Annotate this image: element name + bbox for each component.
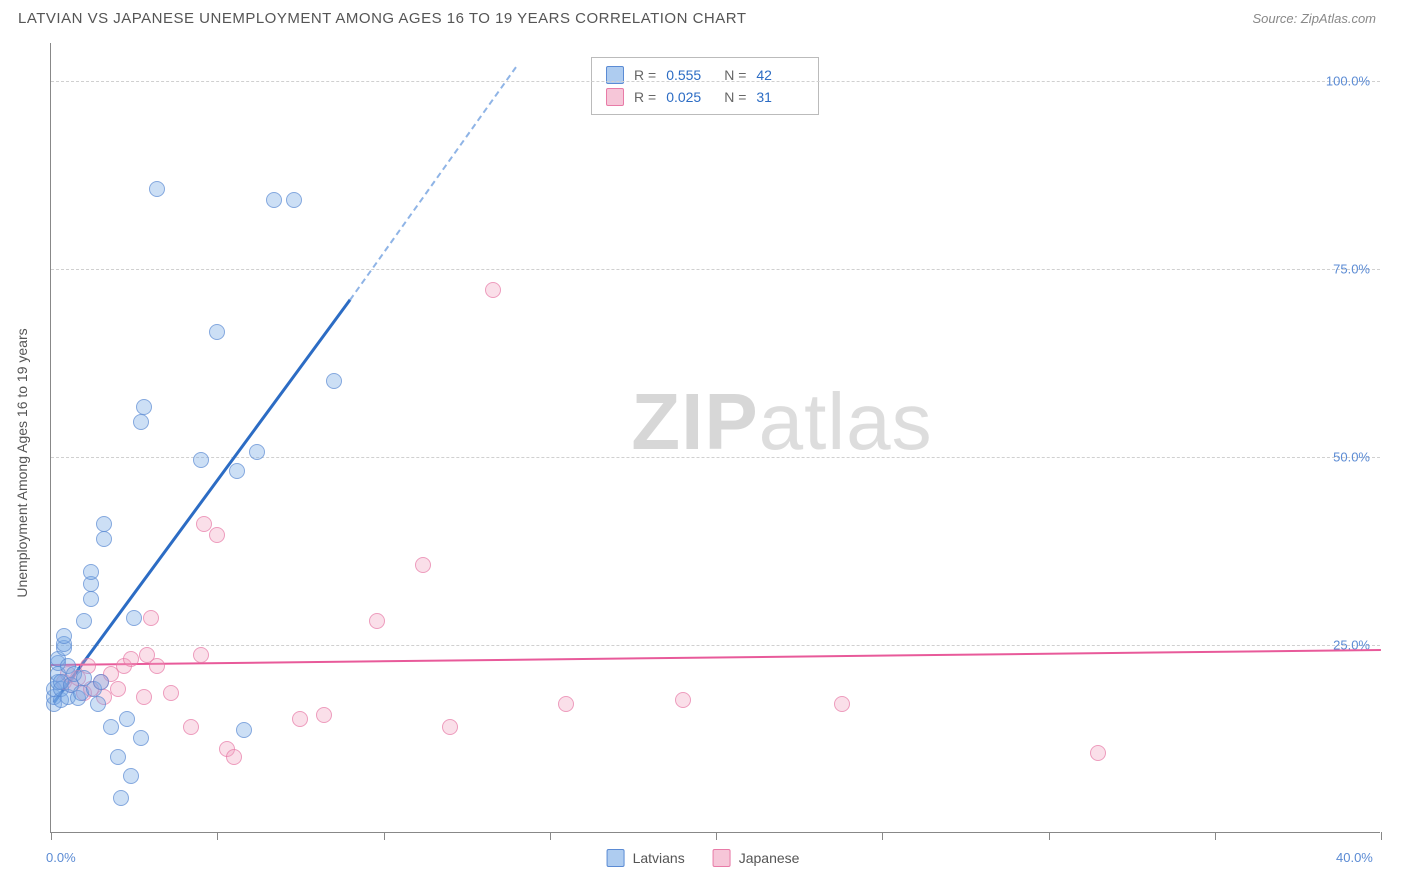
trend-line: [53, 299, 351, 703]
data-point: [83, 591, 99, 607]
y-tick-label: 50.0%: [1333, 449, 1370, 464]
data-point: [236, 722, 252, 738]
data-point: [93, 674, 109, 690]
gridline: [51, 269, 1380, 270]
swatch-blue-icon: [607, 849, 625, 867]
data-point: [196, 516, 212, 532]
x-tick: [1381, 832, 1382, 840]
data-point: [163, 685, 179, 701]
data-point: [143, 610, 159, 626]
x-tick-label: 0.0%: [46, 850, 76, 865]
data-point: [485, 282, 501, 298]
data-point: [90, 696, 106, 712]
data-point: [110, 681, 126, 697]
data-point: [56, 628, 72, 644]
chart-title: LATVIAN VS JAPANESE UNEMPLOYMENT AMONG A…: [18, 10, 746, 27]
data-point: [415, 557, 431, 573]
data-point: [442, 719, 458, 735]
x-tick: [51, 832, 52, 840]
data-point: [123, 768, 139, 784]
data-point: [326, 373, 342, 389]
trend-line: [349, 66, 517, 300]
data-point: [675, 692, 691, 708]
gridline: [51, 81, 1380, 82]
data-point: [286, 192, 302, 208]
data-point: [558, 696, 574, 712]
data-point: [96, 516, 112, 532]
data-point: [209, 527, 225, 543]
stats-row-latvians: R = 0.555 N = 42: [606, 64, 804, 86]
y-tick-label: 75.0%: [1333, 261, 1370, 276]
watermark: ZIPatlas: [631, 376, 932, 468]
data-point: [110, 749, 126, 765]
trend-line: [51, 649, 1381, 666]
x-tick: [1049, 832, 1050, 840]
data-point: [133, 414, 149, 430]
chart-area: Unemployment Among Ages 16 to 19 years Z…: [0, 33, 1406, 873]
data-point: [209, 324, 225, 340]
legend-item-japanese: Japanese: [713, 849, 800, 867]
data-point: [103, 719, 119, 735]
data-point: [292, 711, 308, 727]
y-tick-label: 100.0%: [1326, 73, 1370, 88]
data-point: [834, 696, 850, 712]
x-tick: [882, 832, 883, 840]
data-point: [316, 707, 332, 723]
swatch-pink-icon: [713, 849, 731, 867]
stats-row-japanese: R = 0.025 N = 31: [606, 86, 804, 108]
data-point: [266, 192, 282, 208]
data-point: [133, 730, 149, 746]
data-point: [136, 399, 152, 415]
data-point: [126, 610, 142, 626]
data-point: [149, 181, 165, 197]
data-point: [193, 647, 209, 663]
x-tick: [550, 832, 551, 840]
data-point: [113, 790, 129, 806]
data-point: [369, 613, 385, 629]
source-label: Source: ZipAtlas.com: [1252, 11, 1376, 26]
data-point: [183, 719, 199, 735]
x-tick: [716, 832, 717, 840]
data-point: [76, 613, 92, 629]
data-point: [123, 651, 139, 667]
legend-bottom: Latvians Japanese: [607, 849, 800, 867]
x-tick: [384, 832, 385, 840]
x-tick: [217, 832, 218, 840]
data-point: [96, 531, 112, 547]
stats-legend-box: R = 0.555 N = 42 R = 0.025 N = 31: [591, 57, 819, 115]
data-point: [193, 452, 209, 468]
gridline: [51, 645, 1380, 646]
data-point: [136, 689, 152, 705]
data-point: [249, 444, 265, 460]
data-point: [149, 658, 165, 674]
plot-region: ZIPatlas R = 0.555 N = 42 R = 0.025 N = …: [50, 43, 1380, 833]
data-point: [1090, 745, 1106, 761]
x-tick-label: 40.0%: [1336, 850, 1373, 865]
data-point: [229, 463, 245, 479]
data-point: [83, 564, 99, 580]
swatch-pink-icon: [606, 88, 624, 106]
data-point: [226, 749, 242, 765]
data-point: [119, 711, 135, 727]
y-axis-title: Unemployment Among Ages 16 to 19 years: [14, 328, 30, 597]
legend-item-latvians: Latvians: [607, 849, 685, 867]
x-tick: [1215, 832, 1216, 840]
